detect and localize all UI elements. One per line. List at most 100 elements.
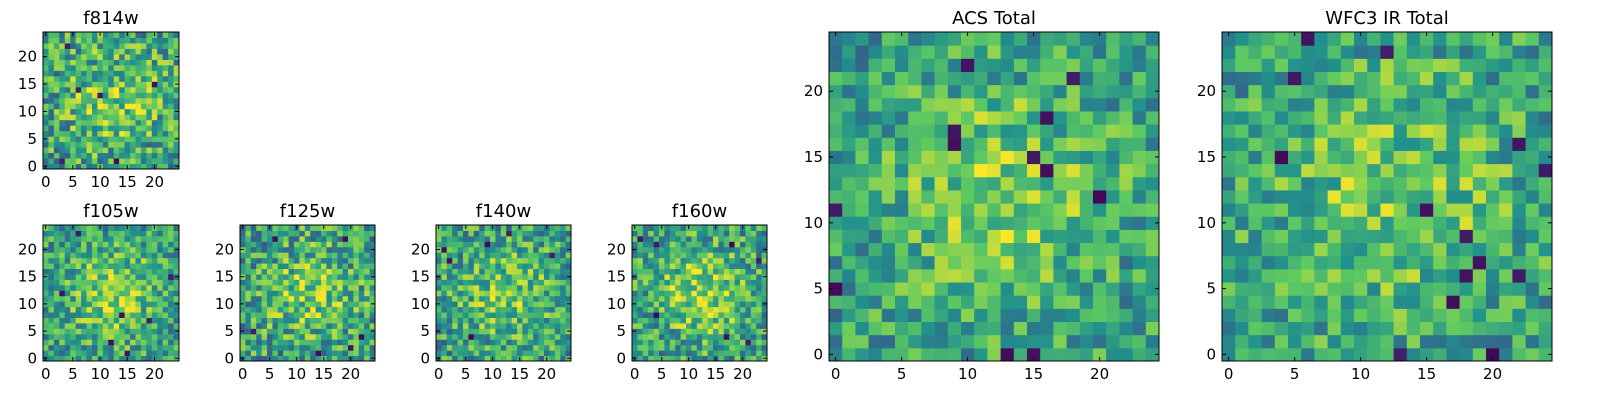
heatmap-cell xyxy=(653,241,660,248)
heatmap-cell xyxy=(102,158,109,165)
heatmap-cell xyxy=(245,284,252,291)
heatmap-cell xyxy=(113,273,120,280)
heatmap-cell xyxy=(151,328,158,335)
heatmap-cell xyxy=(59,152,66,159)
heatmap-cell xyxy=(1354,150,1368,165)
heatmap-cell xyxy=(680,317,687,324)
heatmap-cell xyxy=(113,350,120,357)
heatmap-cell xyxy=(1446,334,1461,349)
heatmap-cell xyxy=(75,141,82,148)
heatmap-cell xyxy=(881,137,896,151)
heatmap-cell xyxy=(1106,189,1120,204)
heatmap-cell xyxy=(842,45,856,59)
heatmap-cell xyxy=(1406,282,1421,296)
heatmap-cell xyxy=(522,312,529,318)
heatmap-cell xyxy=(463,295,469,302)
heatmap-cell xyxy=(294,230,300,237)
heatmap-cell xyxy=(326,344,333,351)
heatmap-cell xyxy=(91,333,98,340)
heatmap-cell xyxy=(1288,150,1302,165)
heatmap-cell xyxy=(686,279,692,286)
heatmap-cell xyxy=(64,268,71,275)
heatmap-cell xyxy=(895,334,909,349)
heatmap-cell xyxy=(1145,137,1160,151)
heatmap-cell xyxy=(881,124,896,138)
heatmap-cell xyxy=(527,317,534,324)
heatmap-cell xyxy=(135,317,142,324)
heatmap-cell xyxy=(86,317,93,324)
heatmap-cell xyxy=(549,322,556,329)
heatmap-cell xyxy=(1040,282,1054,296)
heatmap-cell xyxy=(321,268,327,275)
heatmap-cell xyxy=(113,246,120,253)
heatmap-cell xyxy=(277,290,284,297)
heatmap-cell xyxy=(1499,110,1513,125)
heatmap-cell xyxy=(261,322,268,329)
heatmap-cell xyxy=(1079,32,1094,46)
heatmap-cell xyxy=(157,70,164,77)
heatmap-cell xyxy=(157,252,164,259)
heatmap-cell xyxy=(642,241,649,248)
heatmap-cell xyxy=(288,350,295,357)
heatmap-cell xyxy=(358,241,365,248)
heatmap-cell xyxy=(353,279,360,286)
heatmap-cell xyxy=(473,284,480,291)
x-tick-label: 5 xyxy=(265,365,275,383)
heatmap-cell xyxy=(881,176,896,191)
heatmap-cell xyxy=(506,350,513,357)
heatmap-cell xyxy=(168,75,175,82)
heatmap-cell xyxy=(1013,334,1028,349)
heatmap-cell xyxy=(113,70,120,77)
heatmap-cell xyxy=(240,306,246,313)
heatmap-cell xyxy=(1093,268,1107,283)
heatmap-cell xyxy=(59,268,66,275)
heatmap-cell xyxy=(59,97,66,104)
heatmap-cell xyxy=(560,273,567,280)
heatmap-cell xyxy=(140,328,147,335)
heatmap-cell xyxy=(146,322,153,329)
heatmap-cell xyxy=(549,246,556,253)
heatmap-cell xyxy=(756,333,763,340)
heatmap-cell xyxy=(1013,45,1028,59)
heatmap-cell xyxy=(70,350,77,357)
heatmap-cell xyxy=(696,279,703,286)
heatmap-cell xyxy=(1512,203,1527,217)
heatmap-cell xyxy=(162,37,169,44)
heatmap-cell xyxy=(86,97,93,104)
heatmap-cell xyxy=(1499,163,1513,178)
heatmap-cell xyxy=(1145,110,1160,125)
heatmap-cell xyxy=(484,252,491,259)
heatmap-cell xyxy=(140,48,147,55)
y-tick-label: 20 xyxy=(18,48,37,66)
heatmap-cell xyxy=(81,136,88,143)
heatmap-cell xyxy=(1420,163,1434,178)
heatmap-cell xyxy=(527,225,534,231)
heatmap-cell xyxy=(686,328,692,335)
heatmap-cell xyxy=(1486,150,1500,165)
heatmap-cell xyxy=(97,328,104,335)
heatmap-cell xyxy=(135,295,142,302)
y-tick-label: 15 xyxy=(18,75,37,93)
heatmap-cell xyxy=(664,235,671,242)
axes-frame xyxy=(239,224,376,362)
heatmap-cell xyxy=(740,230,746,237)
heatmap-cell xyxy=(729,284,736,291)
heatmap-cell xyxy=(1301,58,1315,72)
heatmap-cell xyxy=(463,273,469,280)
heatmap-cell xyxy=(43,59,49,66)
heatmap-cell xyxy=(1093,150,1107,165)
heatmap-cell xyxy=(544,328,550,335)
heatmap-cell xyxy=(1314,110,1329,125)
heatmap-cell xyxy=(1433,321,1447,336)
heatmap-cell xyxy=(1274,282,1289,296)
heatmap-cell xyxy=(961,242,975,257)
heatmap-cell xyxy=(173,268,180,275)
heatmap-cell xyxy=(108,70,115,77)
heatmap-cell xyxy=(740,290,746,297)
heatmap-cell xyxy=(130,125,136,132)
heatmap-cell xyxy=(1274,97,1289,112)
heatmap-cell xyxy=(554,230,561,237)
heatmap-cell xyxy=(1106,282,1120,296)
heatmap-cell xyxy=(921,282,936,296)
heatmap-cell xyxy=(86,257,93,264)
